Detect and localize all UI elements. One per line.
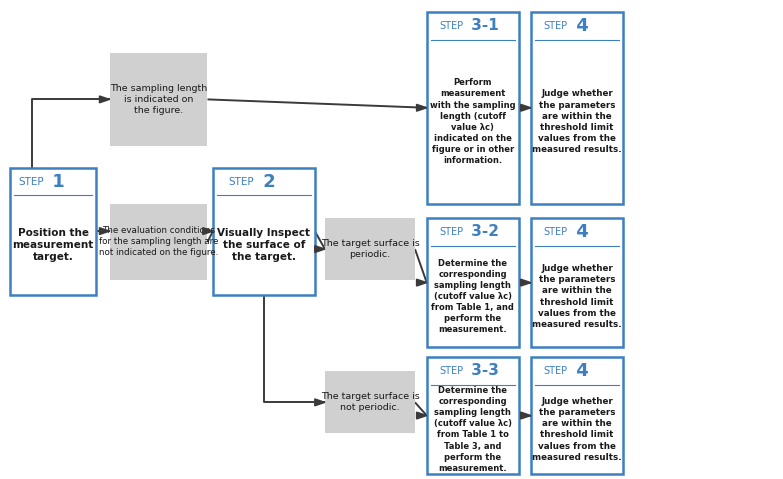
Text: The sampling length
is indicated on
the figure.: The sampling length is indicated on the …: [110, 84, 207, 115]
Text: Perform
measurement
with the sampling
length (cutoff
value λc)
indicated on the
: Perform measurement with the sampling le…: [430, 78, 516, 165]
FancyBboxPatch shape: [427, 12, 519, 204]
Text: Determine the
corresponding
sampling length
(cutoff value λc)
from Table 1 to
Ta: Determine the corresponding sampling len…: [434, 386, 512, 473]
Text: Determine the
corresponding
sampling length
(cutoff value λc)
from Table 1, and
: Determine the corresponding sampling len…: [431, 259, 514, 334]
FancyBboxPatch shape: [325, 371, 415, 433]
Polygon shape: [417, 279, 427, 286]
Text: The target surface is
not periodic.: The target surface is not periodic.: [320, 392, 420, 412]
Polygon shape: [521, 412, 531, 419]
FancyBboxPatch shape: [110, 53, 207, 146]
Text: 4: 4: [570, 223, 589, 241]
FancyBboxPatch shape: [427, 357, 519, 474]
Text: STEP: STEP: [439, 21, 464, 31]
Text: STEP: STEP: [439, 366, 464, 376]
Text: 1: 1: [46, 172, 65, 191]
Text: Judge whether
the parameters
are within the
threshold limit
values from the
meas: Judge whether the parameters are within …: [532, 264, 622, 329]
FancyBboxPatch shape: [531, 357, 623, 474]
FancyBboxPatch shape: [10, 168, 96, 295]
Text: STEP: STEP: [229, 177, 254, 186]
Polygon shape: [315, 246, 325, 252]
Text: 3-1: 3-1: [466, 18, 499, 34]
Text: Judge whether
the parameters
are within the
threshold limit
values from the
meas: Judge whether the parameters are within …: [532, 397, 622, 462]
Polygon shape: [315, 399, 325, 406]
Polygon shape: [521, 104, 531, 111]
Text: STEP: STEP: [18, 177, 44, 186]
Polygon shape: [99, 96, 110, 103]
Text: STEP: STEP: [543, 227, 568, 237]
Text: Visually Inspect
the surface of
the target.: Visually Inspect the surface of the targ…: [218, 228, 310, 262]
Polygon shape: [521, 279, 531, 286]
Polygon shape: [203, 228, 213, 235]
Text: 3-2: 3-2: [466, 224, 499, 240]
FancyBboxPatch shape: [427, 218, 519, 347]
Text: STEP: STEP: [439, 227, 464, 237]
FancyBboxPatch shape: [531, 12, 623, 204]
Text: 3-3: 3-3: [466, 363, 499, 378]
Text: Position the
measurement
target.: Position the measurement target.: [13, 228, 94, 262]
FancyBboxPatch shape: [325, 218, 415, 280]
Text: Judge whether
the parameters
are within the
threshold limit
values from the
meas: Judge whether the parameters are within …: [532, 90, 622, 154]
Text: 4: 4: [570, 362, 589, 380]
Polygon shape: [99, 228, 110, 235]
FancyBboxPatch shape: [213, 168, 315, 295]
Text: The evaluation conditions
for the sampling length are
not indicated on the figur: The evaluation conditions for the sampli…: [99, 226, 218, 258]
FancyBboxPatch shape: [110, 204, 207, 280]
Text: STEP: STEP: [543, 21, 568, 31]
Polygon shape: [417, 412, 427, 419]
Text: STEP: STEP: [543, 366, 568, 376]
Text: 4: 4: [570, 17, 589, 35]
FancyBboxPatch shape: [531, 218, 623, 347]
Polygon shape: [417, 104, 427, 111]
Text: The target surface is
periodic.: The target surface is periodic.: [320, 239, 420, 259]
Text: 2: 2: [257, 172, 276, 191]
